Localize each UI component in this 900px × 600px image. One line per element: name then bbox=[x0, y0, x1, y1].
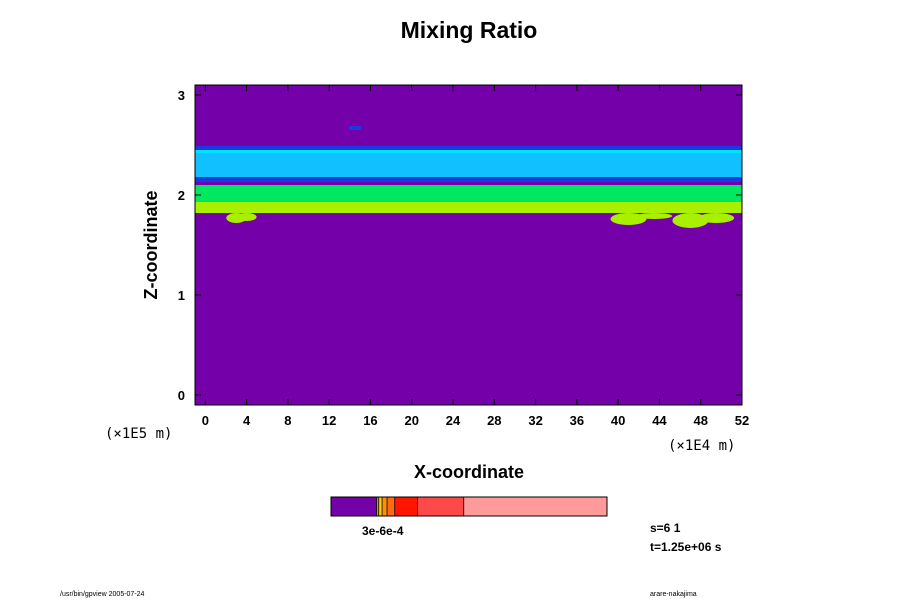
y-tick-label: 2 bbox=[178, 188, 185, 203]
colorbar-segment bbox=[387, 497, 395, 516]
contour-lower-dark-blue-line bbox=[195, 177, 742, 182]
plot-frame bbox=[194, 84, 743, 406]
contour-finger bbox=[636, 213, 673, 219]
colorbar-segment bbox=[378, 497, 383, 516]
plot-area bbox=[195, 85, 742, 405]
colorbar-segment bbox=[463, 497, 607, 516]
x-tick-label: 0 bbox=[202, 413, 209, 428]
x-tick-label: 36 bbox=[570, 413, 584, 428]
colorbar-segment bbox=[331, 497, 377, 516]
contour-small-feature bbox=[348, 126, 361, 130]
x-tick-label: 16 bbox=[363, 413, 377, 428]
info-line-2: t=1.25e+06 s bbox=[650, 540, 722, 554]
x-tick-label: 40 bbox=[611, 413, 625, 428]
x-tick-label: 44 bbox=[652, 413, 667, 428]
x-axis-label: X-coordinate bbox=[414, 462, 524, 482]
y-axis-label: Z-coordinate bbox=[141, 190, 161, 299]
x-tick-label: 24 bbox=[446, 413, 461, 428]
contour-sky-blue-band bbox=[195, 153, 742, 177]
x-tick-label: 20 bbox=[405, 413, 419, 428]
footer-left: /usr/bin/gpview 2005-07-24 bbox=[60, 591, 145, 598]
x-tick-label: 32 bbox=[528, 413, 542, 428]
colorbar-segment bbox=[417, 497, 464, 516]
contour-yellow-green-lower bbox=[195, 202, 742, 213]
x-tick-label: 28 bbox=[487, 413, 501, 428]
contour-upper-dark-blue-line bbox=[195, 146, 742, 150]
x-tick-label: 12 bbox=[322, 413, 336, 428]
colorbar bbox=[331, 497, 607, 516]
chart-title: Mixing Ratio bbox=[401, 17, 538, 43]
y-tick-label: 1 bbox=[178, 288, 185, 303]
x-tick-label: 4 bbox=[243, 413, 251, 428]
x-tick-label: 52 bbox=[735, 413, 749, 428]
x-scale-note: (×1E4 m) bbox=[668, 438, 735, 454]
y-axis-ticks: 0 1 2 3 bbox=[178, 88, 742, 403]
contour-finger bbox=[236, 213, 257, 221]
contour-finger bbox=[698, 213, 735, 223]
colorbar-segment bbox=[394, 497, 418, 516]
colorbar-segment bbox=[382, 497, 388, 516]
colorbar-frame bbox=[330, 496, 608, 517]
info-line-1: s=6 1 bbox=[650, 521, 681, 535]
y-tick-label: 0 bbox=[178, 388, 185, 403]
x-tick-label: 8 bbox=[284, 413, 291, 428]
x-tick-label: 48 bbox=[693, 413, 707, 428]
y-tick-label: 3 bbox=[178, 88, 185, 103]
plot-background bbox=[195, 85, 742, 405]
colorbar-label: 3e-6e-4 bbox=[362, 524, 404, 538]
x-axis-ticks: 0 4 8 12 16 20 24 28 32 36 40 44 48 52 bbox=[202, 85, 749, 428]
colorbar-segment bbox=[376, 497, 379, 516]
y-scale-note: (×1E5 m) bbox=[105, 426, 172, 442]
footer-right: arare-nakajima bbox=[650, 591, 697, 598]
